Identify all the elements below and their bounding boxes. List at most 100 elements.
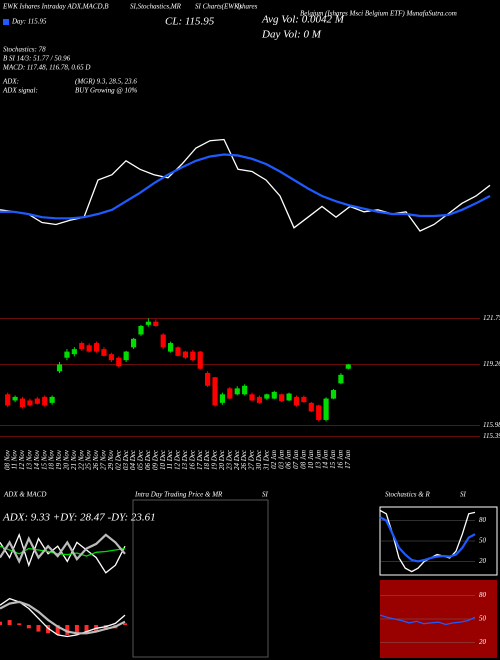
candle-body [5, 394, 11, 406]
fund-name: Belgium (Ishares Msci Belgium ETF) Munaf… [300, 10, 457, 18]
candle-body [190, 351, 196, 361]
day-price: Day: 115.95 [11, 18, 47, 26]
indicators: SI,Stochastics,MR [130, 3, 182, 11]
candle-body [71, 349, 77, 355]
candle-body [330, 390, 337, 399]
stochastics: Stochastics: 78 [3, 46, 46, 54]
candle-body [86, 345, 92, 352]
candle-body [242, 385, 248, 395]
x-tick-label: 18 Dec [203, 449, 211, 470]
candle-body [42, 396, 48, 406]
x-tick-label: 14 Nov [33, 449, 41, 470]
series-line [379, 516, 476, 563]
symbol-line: EWK Ishares Intraday ADX,MACD,B [2, 3, 109, 11]
candle-body [205, 372, 211, 386]
series-line [379, 614, 476, 626]
histogram-bar [84, 625, 89, 634]
adx-label: ADX: [2, 78, 19, 86]
candle-body [123, 351, 129, 361]
x-tick-label: 30 Dec [255, 449, 263, 471]
x-tick-label: 24 Dec [233, 449, 241, 470]
candle-body [49, 396, 55, 403]
x-tick-label: 17 Jan [344, 450, 352, 469]
histogram-bar [0, 621, 2, 625]
y-tick-label: 20 [479, 557, 487, 565]
x-tick-label: 04 Dec [129, 449, 137, 470]
series-line [0, 533, 126, 565]
y-tick-label: 50 [479, 615, 487, 623]
candle-body [234, 388, 240, 395]
x-tick-label: 12 Nov [18, 449, 26, 470]
candle-body [138, 325, 144, 335]
candle-body [227, 388, 233, 399]
day-volume: Day Vol: 0 M [261, 29, 322, 41]
candle-body [101, 349, 107, 356]
x-tick-label: 07 Jan [292, 450, 300, 469]
candle-body [56, 364, 63, 372]
candle-body [212, 377, 218, 406]
y-tick-label: 20 [479, 638, 487, 646]
x-tick-label: 19 Dec [211, 449, 219, 470]
x-tick-label: 29 Nov [107, 449, 115, 470]
candle-body [64, 351, 70, 358]
x-tick-label: 11 Nov [11, 449, 19, 469]
avg-volume: Avg Vol: 0.0042 M [261, 14, 345, 26]
series-line [0, 600, 126, 635]
candle-body [338, 374, 344, 384]
y-tick-label: 119.26 [483, 360, 500, 368]
histogram-bar [17, 623, 22, 625]
candle-body [93, 343, 100, 352]
panel-title: ADX & MACD [3, 491, 46, 499]
series-line [0, 153, 491, 220]
x-tick-label: 31 Dec [263, 449, 271, 471]
x-tick-label: 20 Nov [63, 449, 71, 470]
y-tick-label: 80 [479, 516, 487, 524]
x-tick-label: 16 Jan [337, 450, 345, 469]
x-tick-label: 08 Jan [300, 450, 308, 469]
candle-body [12, 396, 18, 401]
y-tick-label: 115.98 [483, 421, 500, 429]
histogram-bar [65, 625, 70, 635]
x-tick-label: 27 Dec [248, 449, 256, 470]
candle-body [279, 394, 285, 402]
candle-body [175, 347, 181, 356]
histogram-bar [123, 623, 127, 625]
series-line [0, 545, 126, 557]
candle-body [293, 396, 300, 406]
x-tick-label: 13 Dec [181, 449, 189, 470]
histogram-bar [55, 625, 60, 635]
panel-title: Stochastics & R [385, 491, 430, 499]
x-tick-label: 25 Nov [85, 449, 93, 470]
candle-body [197, 351, 203, 369]
x-tick-label: 17 Dec [196, 449, 204, 470]
x-tick-label: 14 Jan [322, 450, 330, 469]
candle-body [145, 321, 151, 325]
histogram-bar [46, 625, 51, 634]
candle-body [130, 338, 137, 348]
histogram-bar [74, 625, 79, 635]
y-tick-label: 121.75 [483, 314, 500, 322]
candle-body [256, 396, 263, 403]
candle-body [301, 396, 307, 403]
y-tick-label: 50 [479, 537, 487, 545]
candle-body [27, 400, 33, 406]
x-tick-label: 20 Dec [218, 449, 226, 470]
series-line [0, 597, 126, 638]
candle-body [249, 394, 255, 401]
candle-body [160, 334, 166, 348]
candle-body [182, 351, 188, 358]
candle-body [19, 398, 26, 408]
x-tick-label: 23 Dec [225, 449, 233, 470]
y-tick-label: 80 [479, 591, 487, 599]
marker [3, 19, 9, 25]
candle-body [168, 343, 174, 352]
x-tick-label: 03 Dec [122, 449, 130, 470]
x-tick-label: 22 Nov [77, 449, 85, 470]
x-tick-label: 06 Jan [285, 450, 293, 469]
x-tick-label: 21 Nov [70, 449, 78, 470]
x-tick-label: 13 Jan [314, 450, 322, 469]
x-tick-label: 15 Nov [40, 449, 48, 470]
candle-body [79, 343, 85, 350]
histogram-bar [7, 620, 12, 625]
